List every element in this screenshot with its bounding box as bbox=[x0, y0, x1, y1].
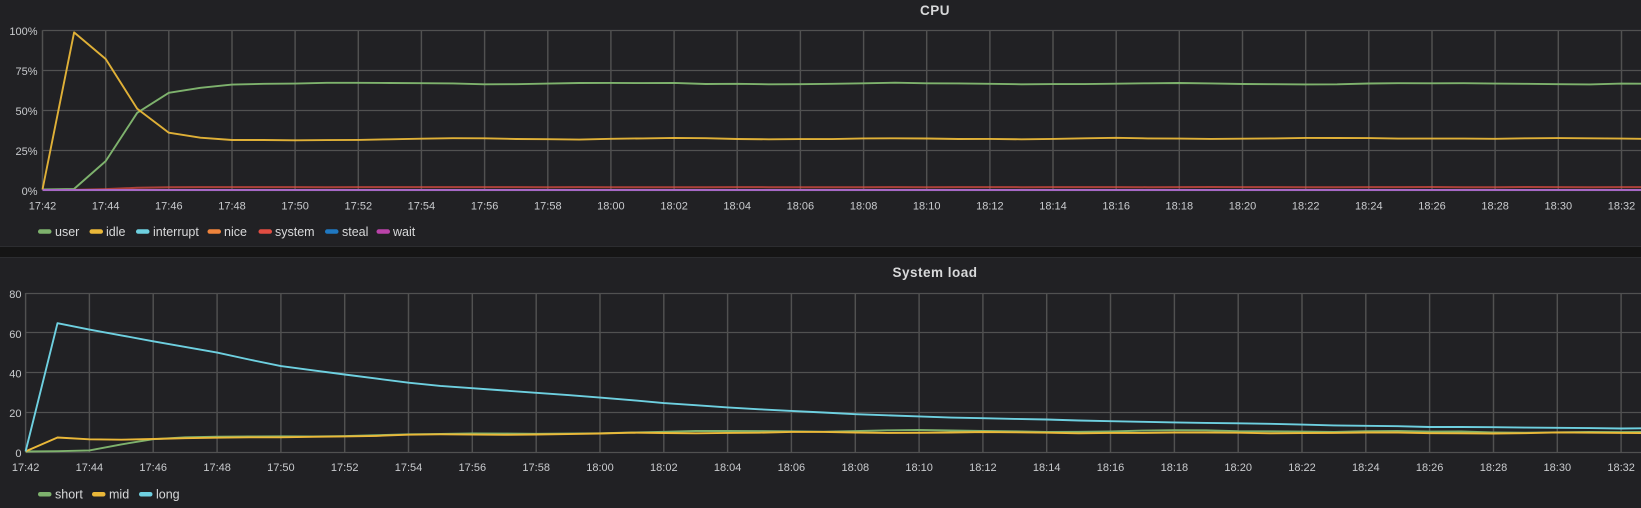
svg-text:18:26: 18:26 bbox=[1418, 201, 1446, 213]
svg-text:18:28: 18:28 bbox=[1481, 201, 1509, 213]
svg-text:18:22: 18:22 bbox=[1288, 462, 1316, 474]
svg-text:17:44: 17:44 bbox=[76, 462, 104, 474]
svg-text:17:52: 17:52 bbox=[345, 201, 373, 213]
svg-text:18:24: 18:24 bbox=[1355, 201, 1383, 213]
svg-text:18:08: 18:08 bbox=[842, 462, 870, 474]
svg-text:75%: 75% bbox=[15, 66, 37, 78]
svg-text:25%: 25% bbox=[15, 146, 37, 158]
svg-text:18:30: 18:30 bbox=[1544, 462, 1572, 474]
svg-text:18:12: 18:12 bbox=[976, 201, 1004, 213]
svg-text:mid: mid bbox=[109, 488, 129, 502]
svg-text:18:28: 18:28 bbox=[1480, 462, 1508, 474]
svg-text:18:22: 18:22 bbox=[1292, 201, 1320, 213]
svg-text:20: 20 bbox=[9, 408, 21, 420]
svg-text:50%: 50% bbox=[15, 106, 37, 118]
svg-text:17:54: 17:54 bbox=[408, 201, 436, 213]
svg-text:18:08: 18:08 bbox=[850, 201, 878, 213]
svg-text:18:16: 18:16 bbox=[1097, 462, 1125, 474]
svg-text:long: long bbox=[156, 488, 180, 502]
svg-text:17:46: 17:46 bbox=[139, 462, 167, 474]
svg-text:18:14: 18:14 bbox=[1033, 462, 1061, 474]
svg-text:18:32: 18:32 bbox=[1608, 201, 1636, 213]
svg-text:18:18: 18:18 bbox=[1161, 462, 1189, 474]
svg-text:CPU: CPU bbox=[920, 3, 950, 18]
svg-text:steal: steal bbox=[342, 225, 368, 239]
svg-text:17:56: 17:56 bbox=[459, 462, 487, 474]
svg-text:18:00: 18:00 bbox=[586, 462, 614, 474]
svg-text:18:06: 18:06 bbox=[778, 462, 806, 474]
svg-text:short: short bbox=[55, 488, 83, 502]
svg-text:17:42: 17:42 bbox=[29, 201, 57, 213]
svg-text:17:44: 17:44 bbox=[92, 201, 120, 213]
svg-text:17:48: 17:48 bbox=[218, 201, 246, 213]
svg-text:17:54: 17:54 bbox=[395, 462, 423, 474]
svg-text:18:06: 18:06 bbox=[787, 201, 815, 213]
svg-text:18:04: 18:04 bbox=[714, 462, 742, 474]
svg-text:17:48: 17:48 bbox=[203, 462, 231, 474]
svg-text:18:20: 18:20 bbox=[1229, 201, 1257, 213]
svg-text:18:02: 18:02 bbox=[660, 201, 688, 213]
svg-text:17:50: 17:50 bbox=[281, 201, 309, 213]
svg-text:17:58: 17:58 bbox=[534, 201, 562, 213]
svg-text:60: 60 bbox=[9, 329, 21, 341]
svg-text:18:02: 18:02 bbox=[650, 462, 678, 474]
svg-text:18:18: 18:18 bbox=[1166, 201, 1194, 213]
svg-text:wait: wait bbox=[392, 225, 416, 239]
svg-text:0: 0 bbox=[15, 448, 21, 460]
svg-text:17:50: 17:50 bbox=[267, 462, 295, 474]
svg-text:System load: System load bbox=[892, 265, 977, 280]
svg-text:17:52: 17:52 bbox=[331, 462, 359, 474]
svg-text:system: system bbox=[275, 225, 315, 239]
svg-text:17:58: 17:58 bbox=[522, 462, 550, 474]
svg-text:18:16: 18:16 bbox=[1102, 201, 1130, 213]
svg-text:100%: 100% bbox=[9, 26, 37, 38]
svg-text:nice: nice bbox=[224, 225, 247, 239]
svg-text:17:46: 17:46 bbox=[155, 201, 183, 213]
svg-text:18:32: 18:32 bbox=[1607, 462, 1635, 474]
svg-text:18:00: 18:00 bbox=[597, 201, 625, 213]
svg-text:18:26: 18:26 bbox=[1416, 462, 1444, 474]
svg-text:18:20: 18:20 bbox=[1224, 462, 1252, 474]
svg-text:interrupt: interrupt bbox=[153, 225, 199, 239]
svg-text:18:24: 18:24 bbox=[1352, 462, 1380, 474]
svg-text:18:04: 18:04 bbox=[723, 201, 751, 213]
svg-text:idle: idle bbox=[106, 225, 126, 239]
svg-text:0%: 0% bbox=[22, 186, 38, 198]
svg-text:17:56: 17:56 bbox=[471, 201, 499, 213]
svg-text:18:12: 18:12 bbox=[969, 462, 997, 474]
svg-text:40: 40 bbox=[9, 369, 21, 381]
svg-text:user: user bbox=[55, 225, 79, 239]
svg-text:18:10: 18:10 bbox=[913, 201, 941, 213]
svg-text:17:42: 17:42 bbox=[12, 462, 40, 474]
svg-text:18:30: 18:30 bbox=[1545, 201, 1573, 213]
svg-text:18:10: 18:10 bbox=[905, 462, 933, 474]
svg-text:18:14: 18:14 bbox=[1039, 201, 1067, 213]
svg-text:80: 80 bbox=[9, 289, 21, 301]
